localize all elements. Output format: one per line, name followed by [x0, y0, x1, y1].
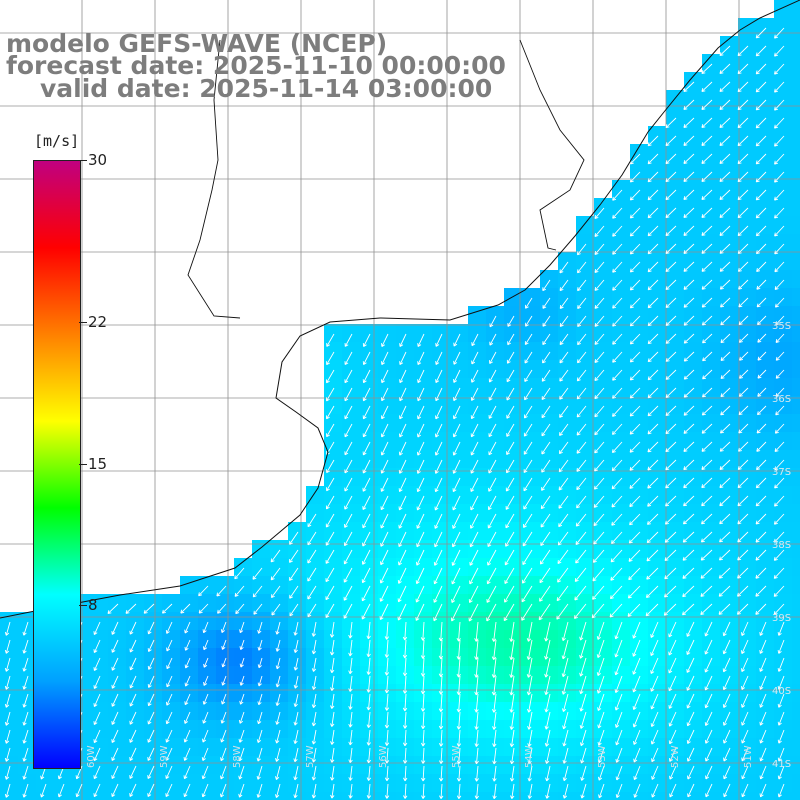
- longitude-label: 54W: [524, 745, 535, 768]
- latitude-label: 40S: [772, 686, 792, 697]
- longitude-label: 53W: [597, 745, 608, 768]
- country-border: [187, 39, 241, 319]
- colorbar-tick-mark: [79, 464, 87, 465]
- colorbar-tick-label: 22: [88, 313, 108, 331]
- latitude-label: 37S: [772, 467, 792, 478]
- longitude-label: 55W: [451, 745, 462, 768]
- colorbar-tick-mark: [79, 605, 87, 606]
- colorbar-tick-label: 15: [88, 455, 108, 473]
- colorbar-unit: [m/s]: [34, 132, 80, 150]
- latitude-label: 35S: [772, 321, 792, 332]
- colorbar-tick-mark: [79, 160, 87, 161]
- longitude-label: 51W: [743, 745, 754, 768]
- latitude-label: 39S: [772, 613, 792, 624]
- longitude-label: 60W: [86, 745, 97, 768]
- longitude-label: 59W: [159, 745, 170, 768]
- wind-arrows: [4, 27, 785, 800]
- longitude-label: 57W: [305, 745, 316, 768]
- valid-date: valid date: 2025-11-14 03:00:00: [40, 74, 493, 103]
- colorbar: [33, 160, 81, 769]
- latitude-label: 36S: [772, 394, 792, 405]
- longitude-label: 56W: [378, 745, 389, 768]
- coastline: [0, 0, 800, 619]
- colorbar-tick-label: 30: [88, 151, 108, 169]
- model-title: modelo GEFS-WAVE (NCEP): [6, 29, 388, 58]
- latitude-label: 38S: [772, 540, 792, 551]
- latitude-label: 41S: [772, 759, 792, 770]
- colorbar-tick-mark: [79, 322, 87, 323]
- longitude-label: 52W: [670, 745, 681, 768]
- forecast-date: forecast date: 2025-11-10 00:00:00: [6, 51, 506, 80]
- colorbar-tick-label: 8: [88, 596, 98, 614]
- longitude-label: 58W: [232, 745, 243, 768]
- country-border: [519, 39, 585, 251]
